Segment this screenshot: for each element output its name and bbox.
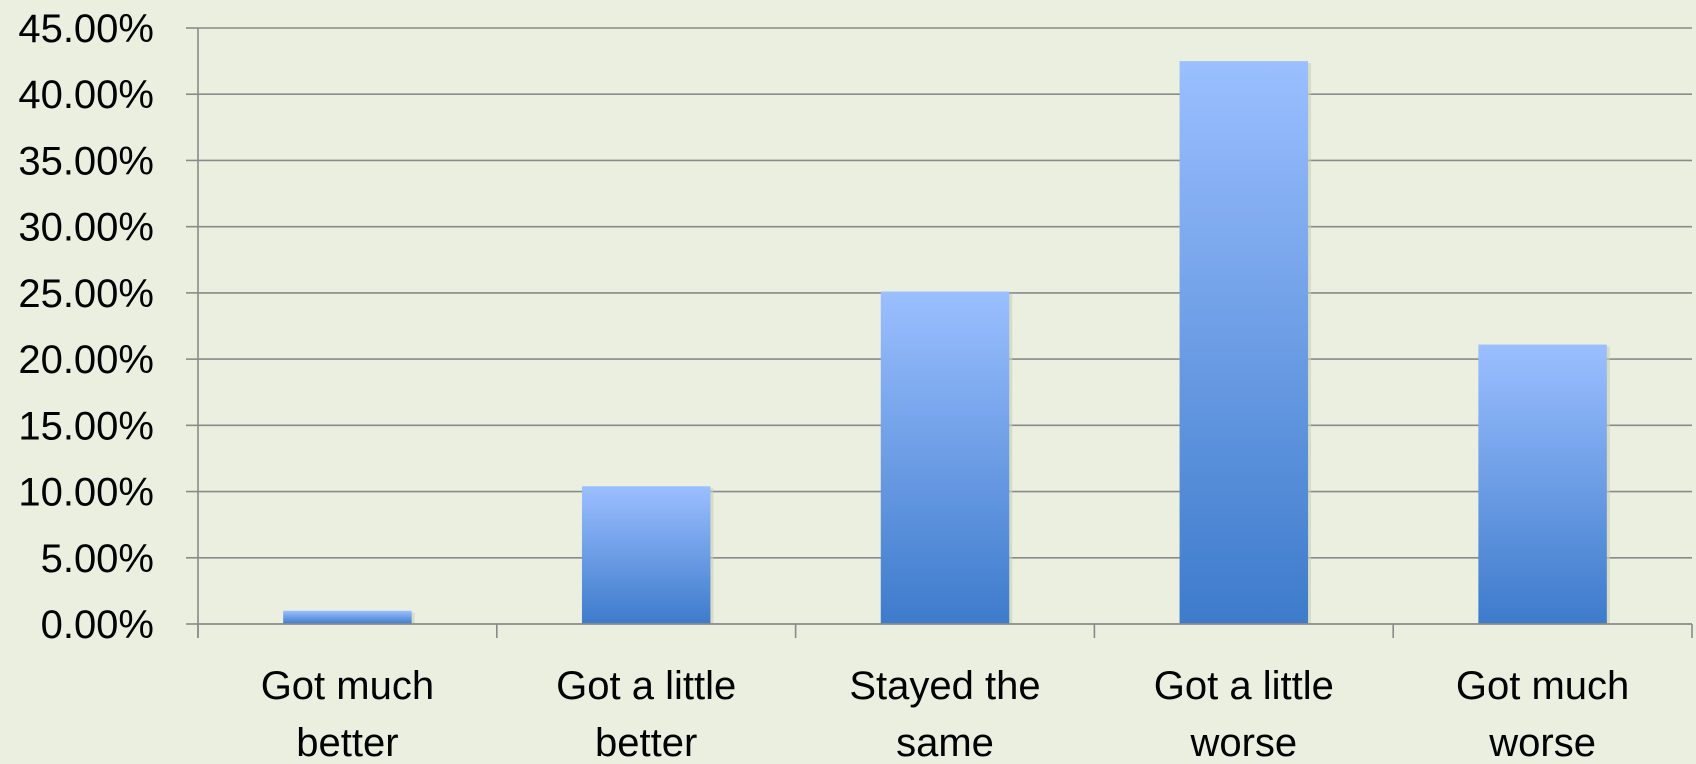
x-category-label: Got a little (1154, 664, 1334, 708)
x-category-label: same (896, 721, 994, 764)
y-tick-label: 0.00% (41, 603, 154, 647)
x-category-label: better (595, 721, 697, 764)
x-category-label: worse (1488, 721, 1596, 764)
x-category-label: Got much (1456, 664, 1629, 708)
axes (197, 28, 1693, 638)
x-category-label: worse (1189, 721, 1297, 764)
bar (1179, 61, 1309, 625)
x-category-label: Got a little (556, 664, 736, 708)
y-tick-label: 35.00% (18, 139, 154, 183)
y-tick-label: 20.00% (18, 338, 154, 382)
y-tick-label: 45.00% (18, 7, 154, 51)
y-tick-labels: 0.00% 5.00% 10.00% 15.00% 20.00% 25.00% 30.00%… (18, 7, 154, 647)
x-category-label: Stayed the (849, 664, 1040, 708)
x-category-label: better (296, 721, 398, 764)
bar (283, 610, 412, 624)
y-tick-label: 25.00% (18, 272, 154, 316)
bar (1478, 344, 1607, 624)
bars (283, 61, 1610, 625)
y-tick-label: 30.00% (18, 206, 154, 250)
bar (581, 486, 711, 624)
x-category-label: Got much (261, 664, 434, 708)
x-category-labels: Got much better Got a little better Stayed t… (261, 664, 1630, 764)
y-tick-label: 40.00% (18, 73, 154, 117)
bar (880, 291, 1010, 624)
y-tick-label: 15.00% (18, 404, 154, 448)
y-tick-label: 5.00% (41, 537, 154, 581)
y-tick-label: 10.00% (18, 471, 154, 515)
